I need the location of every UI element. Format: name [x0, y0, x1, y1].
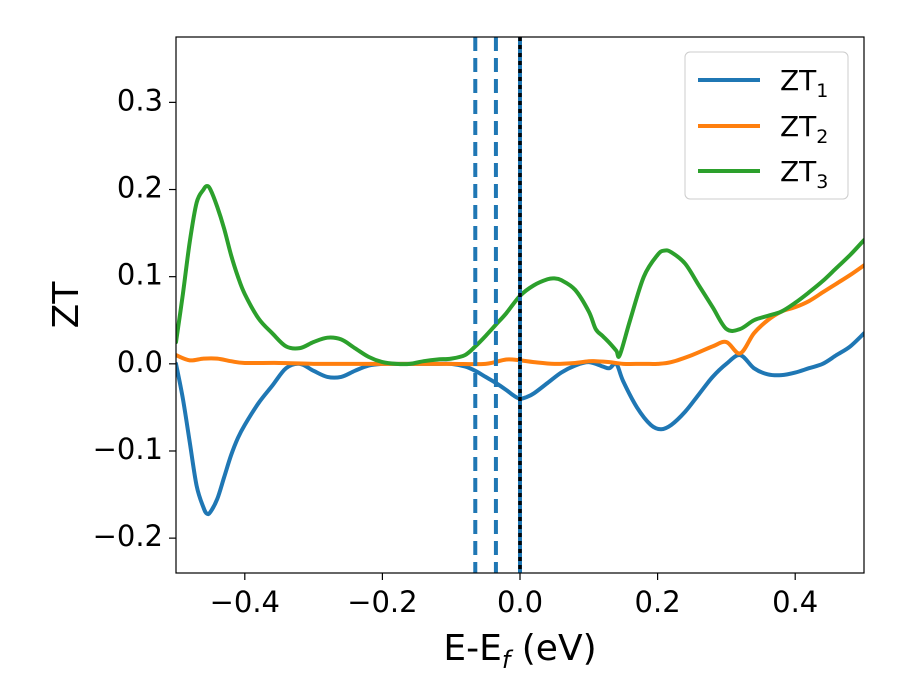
legend-label-3-main: ZT — [780, 155, 817, 188]
x-tick-label: −0.2 — [347, 585, 417, 619]
x-tick-label: −0.4 — [210, 585, 280, 619]
x-tick-label: 0.0 — [497, 585, 543, 619]
x-axis-label: E-Ef (eV) — [443, 628, 596, 674]
y-tick-label: −0.1 — [93, 432, 163, 466]
y-tick-label: 0.1 — [117, 258, 163, 292]
x-axis-label-tail: (eV) — [510, 628, 596, 669]
y-tick-label: 0.0 — [117, 345, 163, 379]
legend: ZT1 ZT2 ZT3 — [684, 51, 849, 200]
legend-label-1-main: ZT — [780, 64, 817, 97]
y-axis-label: ZT — [46, 281, 87, 329]
legend-label-2: ZT2 — [780, 110, 828, 148]
x-tick-label: 0.4 — [772, 585, 818, 619]
legend-label-1: ZT1 — [780, 64, 828, 102]
y-tick-label: 0.3 — [117, 83, 163, 117]
y-tick-label: 0.2 — [117, 171, 163, 205]
legend-entry-1: ZT1 — [698, 64, 828, 102]
legend-label-2-main: ZT — [780, 110, 817, 143]
y-tick-label: −0.2 — [93, 519, 163, 553]
x-tick-label: 0.2 — [635, 585, 681, 619]
vline-layer — [473, 37, 522, 573]
legend-entry-3: ZT3 — [698, 155, 828, 193]
x-axis: −0.4 −0.2 0.0 0.2 0.4 — [210, 573, 818, 619]
legend-entry-2: ZT2 — [698, 110, 828, 148]
series-layer — [176, 184, 864, 517]
series-line-1 — [176, 331, 864, 517]
y-axis: −0.2 −0.1 0.0 0.1 0.2 0.3 — [93, 83, 176, 553]
legend-label-3: ZT3 — [780, 155, 828, 193]
x-axis-label-main: E-E — [443, 628, 501, 669]
series-line-3 — [176, 184, 864, 367]
legend-frame — [684, 51, 849, 200]
legend-label-1-sub: 1 — [816, 80, 828, 102]
legend-label-2-sub: 2 — [816, 126, 828, 148]
legend-label-3-sub: 3 — [816, 171, 828, 193]
